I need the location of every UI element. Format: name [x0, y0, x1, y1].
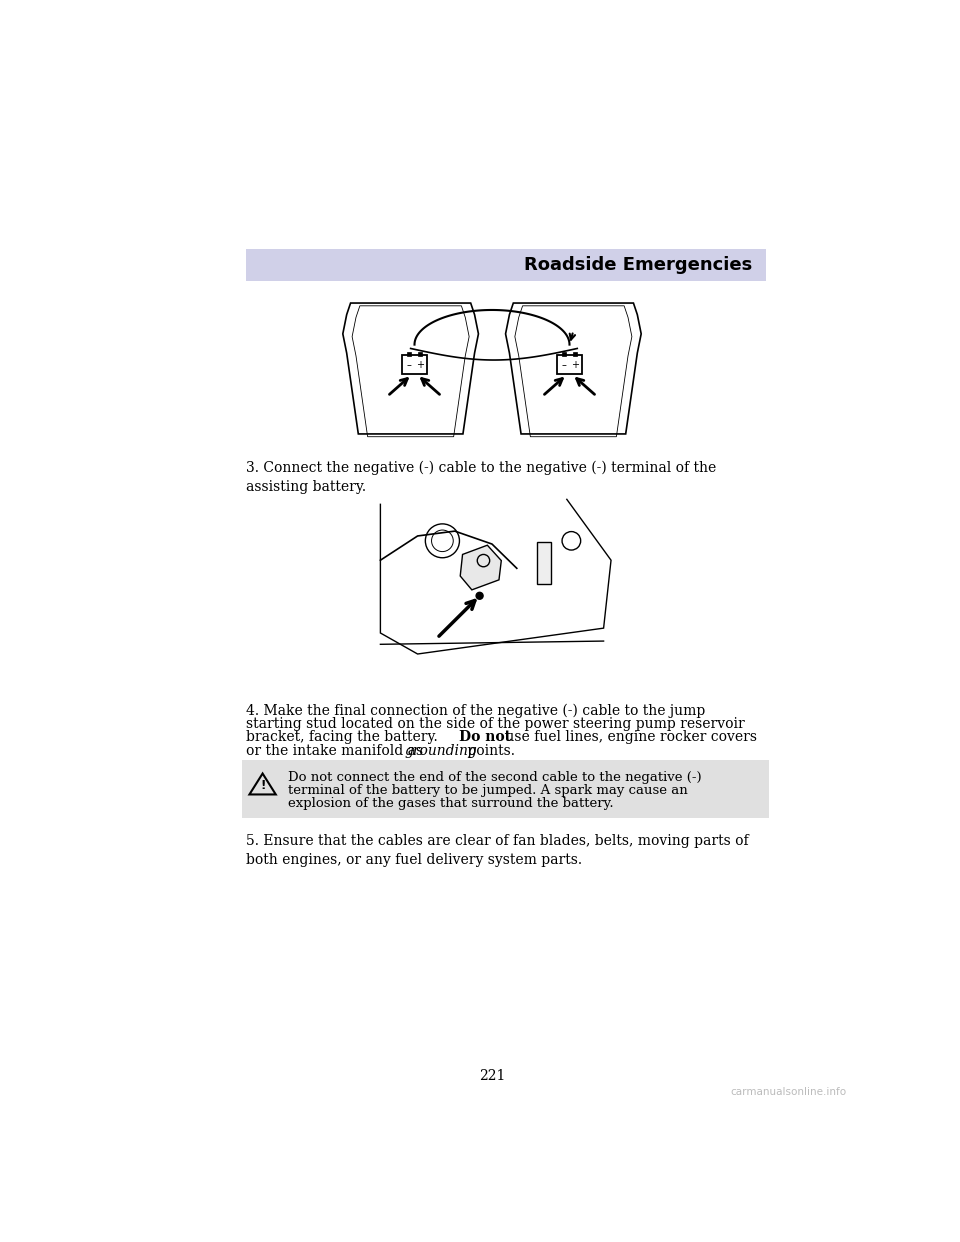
FancyBboxPatch shape — [246, 250, 766, 282]
Text: Do not: Do not — [459, 730, 511, 744]
Polygon shape — [506, 303, 641, 433]
Text: carmanualsonline.info: carmanualsonline.info — [731, 1087, 847, 1097]
Text: starting stud located on the side of the power steering pump reservoir: starting stud located on the side of the… — [246, 717, 744, 730]
FancyBboxPatch shape — [402, 355, 426, 374]
Text: –: – — [562, 360, 566, 370]
Text: !: ! — [260, 779, 265, 792]
Text: –: – — [407, 360, 412, 370]
FancyBboxPatch shape — [407, 353, 411, 356]
Text: bracket, facing the battery.: bracket, facing the battery. — [246, 730, 442, 744]
FancyBboxPatch shape — [573, 353, 577, 356]
Polygon shape — [343, 303, 478, 433]
Circle shape — [476, 592, 483, 599]
Text: points.: points. — [463, 744, 515, 758]
Text: 4. Make the final connection of the negative (-) cable to the jump: 4. Make the final connection of the nega… — [246, 703, 705, 718]
Text: or the intake manifold as: or the intake manifold as — [246, 744, 427, 758]
Text: explosion of the gases that surround the battery.: explosion of the gases that surround the… — [288, 796, 613, 810]
Text: 3. Connect the negative (-) cable to the negative (-) terminal of the
assisting : 3. Connect the negative (-) cable to the… — [246, 461, 716, 493]
Text: use fuel lines, engine rocker covers: use fuel lines, engine rocker covers — [501, 730, 757, 744]
FancyBboxPatch shape — [419, 353, 421, 356]
FancyBboxPatch shape — [243, 760, 770, 818]
Text: Do not connect the end of the second cable to the negative (-): Do not connect the end of the second cab… — [288, 771, 702, 784]
Polygon shape — [460, 545, 501, 590]
FancyBboxPatch shape — [537, 542, 551, 585]
Text: +: + — [571, 360, 579, 370]
Text: +: + — [416, 360, 424, 370]
Text: grounding: grounding — [404, 744, 477, 758]
Text: 5. Ensure that the cables are clear of fan blades, belts, moving parts of
both e: 5. Ensure that the cables are clear of f… — [246, 835, 748, 867]
Text: terminal of the battery to be jumped. A spark may cause an: terminal of the battery to be jumped. A … — [288, 784, 688, 797]
Text: Roadside Emergencies: Roadside Emergencies — [524, 256, 753, 274]
Text: 221: 221 — [479, 1069, 505, 1083]
FancyBboxPatch shape — [563, 353, 565, 356]
FancyBboxPatch shape — [558, 355, 582, 374]
